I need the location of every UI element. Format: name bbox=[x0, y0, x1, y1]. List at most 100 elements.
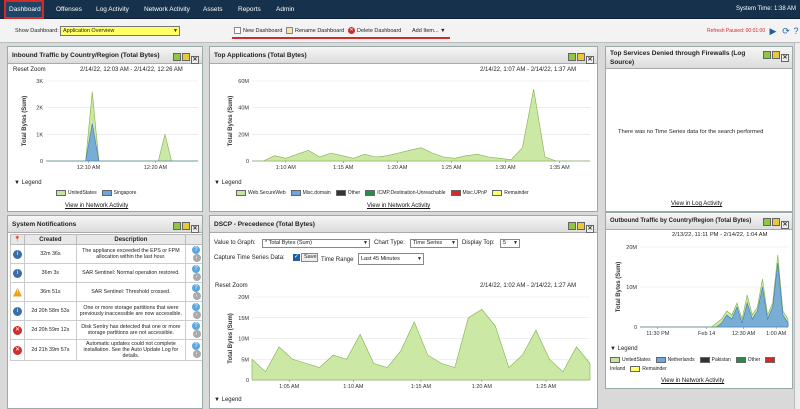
pin-icon: 📍 bbox=[13, 237, 22, 243]
reset-zoom-link[interactable]: Reset Zoom bbox=[13, 67, 46, 73]
actions-column-header bbox=[185, 234, 202, 245]
x-tick-label: 1:30 AM bbox=[495, 165, 516, 171]
tab-assets[interactable]: Assets bbox=[203, 6, 223, 13]
dashboard-select[interactable]: Application Overview ▼ bbox=[60, 26, 180, 36]
refresh-panel-icon[interactable] bbox=[763, 51, 771, 59]
refresh-panel-icon[interactable] bbox=[763, 218, 771, 226]
notifications-table: 📍 Created Description i 32m 36s The applia… bbox=[10, 234, 202, 361]
legend-item[interactable]: Remainder bbox=[630, 365, 667, 372]
legend-item[interactable]: Misc.UPnP bbox=[450, 190, 488, 197]
refresh-panel-icon[interactable] bbox=[173, 222, 181, 230]
view-log-activity-link[interactable]: View in Log Activity bbox=[671, 201, 723, 207]
description-column-header[interactable]: Description bbox=[75, 234, 187, 245]
details-icon[interactable]: › bbox=[192, 350, 201, 358]
view-network-activity-link[interactable]: View in Network Activity bbox=[65, 203, 129, 209]
refresh-panel-icon[interactable] bbox=[568, 222, 576, 230]
display-top-select[interactable]: 5 ▼ bbox=[500, 239, 520, 248]
details-icon[interactable]: › bbox=[192, 273, 201, 281]
legend-toggle[interactable]: ▼ Legend bbox=[214, 180, 242, 186]
rename-dashboard-button[interactable]: Rename Dashboard bbox=[286, 19, 344, 43]
add-item-button[interactable]: Add Item... ▼ bbox=[412, 19, 446, 43]
time-range-label: Time Range bbox=[321, 257, 354, 263]
legend-toggle[interactable]: ▼ Legend bbox=[214, 397, 242, 403]
reset-zoom-link[interactable]: Reset Zoom bbox=[215, 283, 248, 289]
close-icon[interactable]: ✕ bbox=[191, 225, 199, 233]
rename-dashboard-label: Rename Dashboard bbox=[295, 28, 345, 34]
legend-toggle[interactable]: ▼ Legend bbox=[610, 346, 638, 352]
legend-item[interactable]: UnitedStates bbox=[610, 356, 651, 363]
edit-panel-icon[interactable] bbox=[182, 222, 190, 230]
legend-item[interactable]: Web.SecureWeb bbox=[236, 190, 286, 196]
legend-item[interactable]: Ireland bbox=[610, 356, 777, 372]
help-icon[interactable]: ? bbox=[192, 342, 201, 350]
close-icon[interactable]: ✕ bbox=[191, 56, 199, 64]
table-row[interactable]: i 32m 36s The appliance exceeded the EPS o… bbox=[10, 244, 202, 264]
details-icon[interactable]: › bbox=[192, 254, 201, 262]
tab-log-activity[interactable]: Log Activity bbox=[96, 6, 129, 13]
x-tick-label: 12:20 AM bbox=[144, 165, 168, 171]
legend-item[interactable]: Pakistan bbox=[699, 356, 731, 363]
help-icon[interactable]: ? bbox=[192, 246, 201, 254]
page-scrollbar[interactable] bbox=[794, 43, 800, 409]
edit-panel-icon[interactable] bbox=[772, 218, 780, 226]
legend-label: Legend bbox=[221, 397, 242, 403]
legend-item[interactable]: ICMP.Destination-Unreachable bbox=[365, 190, 446, 196]
help-icon[interactable]: ? bbox=[192, 265, 201, 273]
legend-label: Pakistan bbox=[711, 357, 731, 363]
view-network-activity-link[interactable]: View in Network Activity bbox=[661, 378, 725, 384]
table-row[interactable]: i 2d 20h 58m 53s One or more storage parti… bbox=[10, 301, 202, 321]
legend-item[interactable]: UnitedStates bbox=[56, 190, 97, 196]
legend-toggle[interactable]: ▼ Legend bbox=[14, 180, 42, 186]
details-icon[interactable]: › bbox=[192, 330, 201, 338]
legend-item[interactable]: Remainder bbox=[492, 190, 529, 196]
legend-item[interactable]: Other bbox=[335, 190, 360, 196]
save-button[interactable]: Save bbox=[301, 253, 318, 262]
chart-type-select[interactable]: Time Series ▼ bbox=[410, 239, 458, 248]
tab-reports[interactable]: Reports bbox=[238, 6, 261, 13]
tab-admin[interactable]: Admin bbox=[276, 6, 295, 13]
edit-panel-icon[interactable] bbox=[577, 222, 585, 230]
help-icon[interactable]: ? bbox=[192, 303, 201, 311]
legend-swatch bbox=[450, 190, 461, 196]
help-icon[interactable]: ? bbox=[793, 26, 799, 36]
table-row[interactable]: ✕ 2d 20h 59m 12s Disk Sentry has detected … bbox=[10, 320, 202, 340]
tab-offenses[interactable]: Offenses bbox=[56, 6, 82, 13]
refresh-panel-icon[interactable] bbox=[568, 53, 576, 61]
created-column-header[interactable]: Created bbox=[24, 234, 77, 245]
play-icon[interactable]: ▶ bbox=[769, 26, 777, 36]
delete-dashboard-button[interactable]: ✕ Delete Dashboard bbox=[348, 19, 401, 43]
details-icon[interactable]: › bbox=[192, 292, 201, 300]
actions-cell: ?› bbox=[185, 339, 202, 361]
legend-item[interactable]: Singapore bbox=[101, 190, 136, 196]
new-dashboard-label: New Dashboard bbox=[243, 28, 283, 34]
legend-item[interactable]: Misc.domain bbox=[290, 190, 331, 196]
legend-swatch bbox=[630, 365, 641, 372]
table-row[interactable]: ! 36m 51s SAR Sentinel: Threshold crossed.… bbox=[10, 282, 202, 302]
time-range-select[interactable]: Last 45 Minutes ▼ bbox=[358, 253, 424, 265]
edit-panel-icon[interactable] bbox=[182, 53, 190, 61]
capture-checkbox[interactable]: ✓ bbox=[293, 254, 300, 261]
tab-network-activity[interactable]: Network Activity bbox=[144, 6, 190, 13]
value-to-graph-select[interactable]: * Total Bytes (Sum) ▼ bbox=[262, 239, 370, 248]
refresh-icon[interactable]: ⟳ bbox=[782, 26, 790, 36]
tab-dashboard[interactable]: Dashboard bbox=[4, 0, 44, 19]
view-network-activity-link[interactable]: View in Network Activity bbox=[367, 203, 431, 209]
legend-item[interactable]: Other bbox=[735, 356, 760, 363]
legend-label: Misc.UPnP bbox=[462, 190, 488, 197]
edit-panel-icon[interactable] bbox=[772, 51, 780, 59]
help-icon[interactable]: ? bbox=[192, 322, 201, 330]
close-icon[interactable]: ✕ bbox=[781, 221, 789, 229]
table-row[interactable]: i 36m 3s SAR Sentinel: Normal operation re… bbox=[10, 263, 202, 283]
close-icon[interactable]: ✕ bbox=[586, 56, 594, 64]
close-icon[interactable]: ✕ bbox=[586, 225, 594, 233]
legend-item[interactable]: Netherlands bbox=[655, 356, 695, 363]
legend-swatch bbox=[735, 356, 746, 363]
close-icon[interactable]: ✕ bbox=[781, 54, 789, 62]
details-icon[interactable]: › bbox=[192, 311, 201, 319]
table-row[interactable]: ✕ 2d 21h 39m 57s Automatic updates could n… bbox=[10, 339, 202, 361]
help-icon[interactable]: ? bbox=[192, 284, 201, 292]
new-dashboard-button[interactable]: New Dashboard bbox=[234, 19, 282, 43]
row-icon-cell: i bbox=[10, 263, 25, 283]
refresh-panel-icon[interactable] bbox=[173, 53, 181, 61]
edit-panel-icon[interactable] bbox=[577, 53, 585, 61]
